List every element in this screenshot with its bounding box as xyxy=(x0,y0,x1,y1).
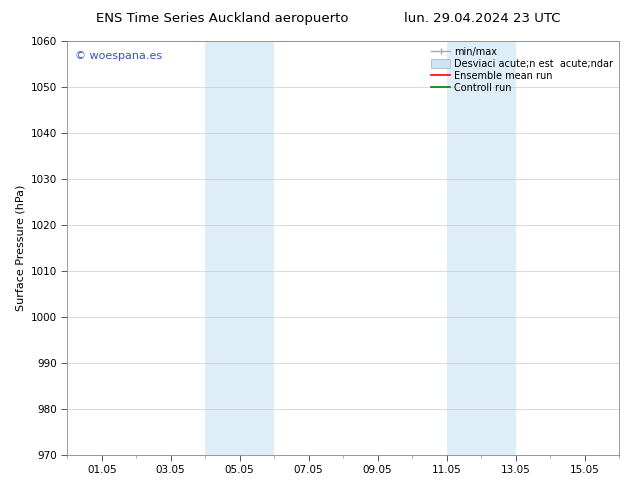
Text: lun. 29.04.2024 23 UTC: lun. 29.04.2024 23 UTC xyxy=(404,12,560,25)
Bar xyxy=(205,41,274,455)
Legend: min/max, Desviaci acute;n est  acute;ndar, Ensemble mean run, Controll run: min/max, Desviaci acute;n est acute;ndar… xyxy=(428,44,616,96)
Text: ENS Time Series Auckland aeropuerto: ENS Time Series Auckland aeropuerto xyxy=(96,12,348,25)
Y-axis label: Surface Pressure (hPa): Surface Pressure (hPa) xyxy=(15,185,25,311)
Text: © woespana.es: © woespana.es xyxy=(75,51,163,61)
Bar xyxy=(446,41,515,455)
